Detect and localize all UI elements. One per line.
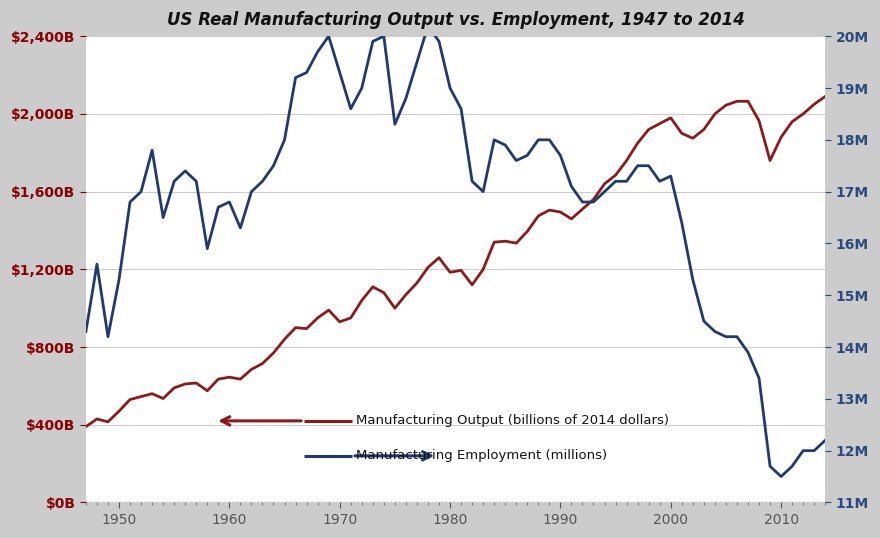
Title: US Real Manufacturing Output vs. Employment, 1947 to 2014: US Real Manufacturing Output vs. Employm… <box>166 11 744 29</box>
Text: Manufacturing Output (billions of 2014 dollars): Manufacturing Output (billions of 2014 d… <box>356 414 669 427</box>
Text: Manufacturing Employment (millions): Manufacturing Employment (millions) <box>356 449 607 462</box>
